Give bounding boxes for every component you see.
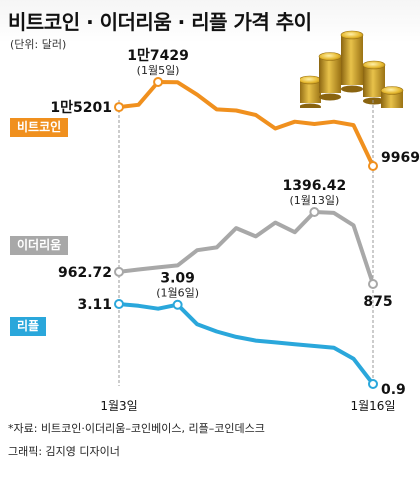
coin-edge [341,80,363,85]
ripple-value-label: 3.09 [160,271,195,287]
coin-edge [341,62,363,67]
coin-edge [363,92,385,97]
coin-edge [319,79,341,84]
ripple-value-label: 0.9 [381,382,406,398]
coin-edge [381,95,403,100]
coin-bottom [341,85,363,93]
coin-top [380,86,404,95]
coin-edge [341,53,363,58]
coin-edge [341,75,363,81]
coin-edge [341,44,363,49]
coin-edge [300,84,321,90]
ripple-point-marker [114,299,124,309]
coin-bottom [319,93,341,101]
bitcoin-line [117,80,375,168]
coin-bottom [300,103,321,108]
graphic-credit: 그래픽: 김지영 디자이너 [8,445,120,458]
coin-edge [381,99,403,105]
ethereum-date-label: (1월13일) [289,193,339,207]
coin-edge [319,70,341,75]
coin-edge [363,87,385,93]
bitcoin-value-label: 1만7429 [127,48,189,64]
source-note: *자료: 비트코인·이더리움–코인베이스, 리플–코인데스크 [8,422,265,435]
bitcoin-value-label: 9969 [381,150,420,166]
coin-edge [341,39,363,45]
ethereum-line [117,210,375,286]
coin-edge [319,88,341,93]
coin-edge [341,66,363,72]
ethereum-point-marker [309,207,320,217]
ripple-line [117,302,375,386]
coin-edge [363,78,385,84]
gold-coin-stack-icon [300,30,404,108]
bitcoin-point-marker [368,161,378,171]
coin-edge [319,61,341,66]
bitcoin-value-label: 1만5201 [50,100,112,116]
ethereum-value-label: 1396.42 [283,178,347,194]
coin-edge [300,89,321,94]
coin-edge [363,69,385,75]
coin-edge [319,65,341,71]
coin-bottom [363,97,385,105]
coin-edge [300,98,321,103]
coin-top [340,30,364,40]
x-tick-label: 1월3일 [100,399,137,413]
ethereum-point-marker [114,266,124,277]
coin-edge [300,93,321,99]
ethereum-value-label: 962.72 [58,265,112,281]
x-tick-label: 1월16일 [351,399,396,413]
bitcoin-point-marker [153,77,164,87]
coin-edge [341,57,363,63]
ethereum-series-label: 이더리움 [10,236,69,255]
coin-top [362,60,386,70]
coin-edge [381,104,403,108]
bitcoin-series-label: 비트코인 [10,118,69,137]
ripple-value-label: 3.11 [77,297,112,313]
ripple-date-label: (1월6일) [156,286,199,300]
coin-edge [319,83,341,89]
coin-edge [341,71,363,76]
ripple-point-marker [172,299,183,310]
ethereum-point-marker [368,279,378,289]
ripple-series-label: 리플 [10,317,47,336]
coin-edge [363,74,385,79]
ripple-point-marker [368,379,378,389]
coin-edge [319,74,341,80]
bitcoin-date-label: (1월5일) [137,63,180,77]
unit-label: (단위: 달러) [10,38,67,51]
ethereum-value-label: 875 [363,294,392,310]
coin-edge [363,83,385,88]
coin-edge [341,48,363,54]
bitcoin-point-marker [114,102,124,113]
chart-title: 비트코인 · 이더리움 · 리플 가격 추이 [8,10,312,34]
